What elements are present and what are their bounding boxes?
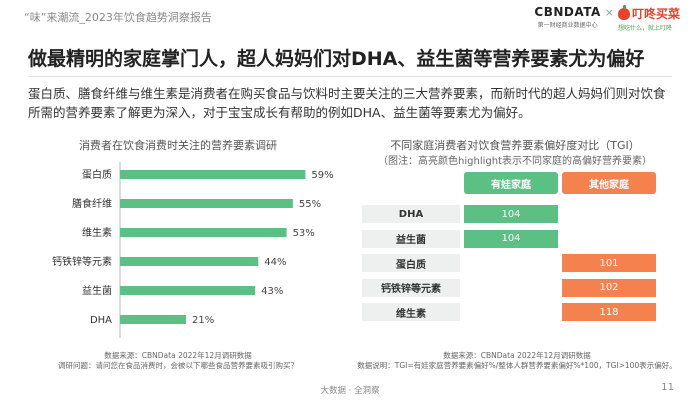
right-chart-title: 不同家庭消费者对饮食营养要素偏好度对比（TGI） — [390, 139, 640, 152]
tgi-value-cell: 104 — [464, 205, 558, 223]
page-description: 蛋白质、膳食纤维与维生素是消费者在购买食品与饮料时主要关注的三大营养要素，而新时… — [28, 86, 666, 120]
right-chart-source: 数据来源：CBNData 2022年12月调研数据 — [443, 351, 591, 360]
page-title: 做最精明的家庭掌门人，超人妈妈们对DHA、益生菌等营养要素尤为偏好 — [28, 48, 645, 70]
title-divider — [28, 76, 672, 77]
tgi-value-cell: 118 — [562, 303, 656, 321]
left-chart-title: 消费者在饮食消费时关注的营养要素调研 — [79, 139, 277, 152]
report-name: “味”来潮流_2023年饮食趋势洞察报告 — [24, 11, 212, 24]
bar — [120, 286, 256, 295]
tgi-row-label: 益生菌 — [362, 229, 460, 248]
bar-category-label: 益生菌 — [82, 284, 112, 297]
bar-value-label: 59% — [311, 170, 333, 181]
bar-value-label: 53% — [293, 228, 315, 239]
bar-value-label: 21% — [192, 315, 214, 326]
tgi-row-label: 蛋白质 — [362, 254, 460, 272]
tgi-value-cell: 101 — [562, 254, 656, 272]
tgi-header-other-families: 其他家庭 — [562, 172, 656, 194]
left-chart-source: 数据来源：CBNData 2022年12月调研数据 — [104, 351, 252, 360]
cbndata-logo-subtitle: 第一财经商业数据中心 — [537, 22, 598, 29]
tgi-value-cell: 104 — [464, 229, 558, 248]
logo-group: CBNDATA 第一财经商业数据中心 × 叮咚买菜 想吃什么，就上叮咚 — [534, 4, 680, 32]
right-chart-note: 数据说明：TGI=有娃家庭营养要素偏好%/整体人群营养要素偏好%*100，TGI… — [357, 361, 677, 370]
cbndata-logo-text: CBNDATA — [534, 5, 601, 19]
bar — [120, 315, 186, 324]
tgi-row-label: 维生素 — [362, 303, 460, 321]
footer-slogan: 大数据 · 全洞察 — [320, 386, 380, 396]
strawberry-icon — [617, 4, 630, 20]
bar-category-label: 膳食纤维 — [72, 197, 112, 210]
tgi-value-cell: 102 — [562, 278, 656, 297]
bar-category-label: 维生素 — [82, 226, 112, 239]
top-bar: “味”来潮流_2023年饮食趋势洞察报告 CBNDATA 第一财经商业数据中心 … — [0, 0, 700, 34]
tgi-row-label: 钙铁锌等元素 — [362, 278, 460, 297]
bar — [120, 257, 259, 266]
bar — [120, 228, 287, 237]
dingdong-slogan: 想吃什么，就上叮咚 — [617, 25, 672, 32]
cbndata-logo: CBNDATA 第一财经商业数据中心 — [534, 5, 600, 29]
left-chart-note: 调研问题：请问您在食品消费时，会被以下哪些食品营养要素吸引购买？ — [58, 361, 298, 370]
tgi-header-with-kids: 有娃家庭 — [464, 172, 558, 194]
bar-value-label: 55% — [299, 199, 321, 210]
nutrient-bar-chart: 蛋白质 59% 膳食纤维 55% 维生素 53% 钙铁锌等元素 44% 益生菌 43% DHA 21% — [52, 162, 334, 338]
bar — [120, 170, 306, 179]
dingdong-logo: 叮咚买菜 想吃什么，就上叮咚 — [617, 4, 680, 32]
bar — [120, 199, 293, 208]
bar-category-label: 蛋白质 — [82, 168, 112, 181]
page-number: 11 — [661, 382, 674, 393]
right-chart-subtitle: （图注：高亮颜色highlight表示不同家庭的高偏好营养要素） — [378, 156, 652, 167]
bar-category-label: DHA — [90, 315, 112, 326]
bar-value-label: 43% — [261, 286, 283, 297]
bar-value-label: 44% — [264, 257, 286, 268]
tgi-row-label: DHA — [362, 205, 460, 223]
logo-separator: × — [604, 6, 614, 19]
dingdong-logo-text: 叮咚买菜 — [631, 7, 680, 21]
bar-category-label: 钙铁锌等元素 — [52, 255, 112, 268]
